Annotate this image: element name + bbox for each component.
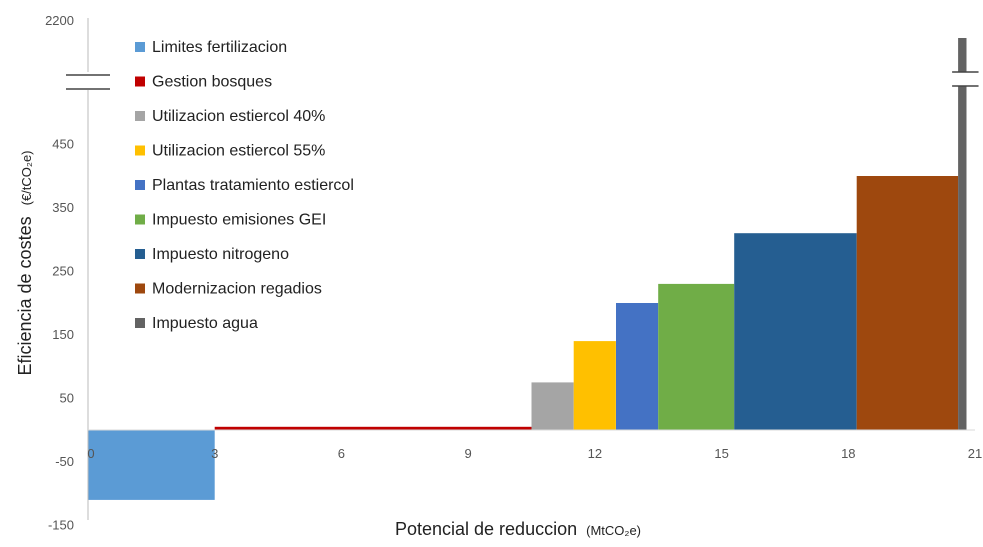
legend-swatch-2	[135, 111, 145, 121]
bar-6	[734, 233, 857, 430]
bar-8	[958, 38, 967, 430]
y-tick-label-6: 450	[52, 136, 74, 151]
legend-swatch-8	[135, 318, 145, 328]
x-axis-label: Potencial de reduccion	[395, 519, 577, 539]
legend-label-1: Gestion bosques	[152, 74, 272, 91]
y-tick-label-2: 50	[60, 390, 74, 405]
bar-1	[214, 426, 532, 430]
y-tick-label-5: 350	[52, 200, 74, 215]
bar-5	[658, 283, 735, 430]
legend-swatch-1	[135, 76, 145, 87]
x-ticks-group: 0 3 6 9 12 15 18 21	[87, 446, 982, 461]
x-axis-unit: (MtCO₂e)	[586, 523, 641, 538]
legend-swatch-3	[135, 145, 145, 156]
bar-2	[531, 382, 574, 430]
bar-0	[88, 430, 215, 500]
legend-swatch-0	[135, 42, 145, 52]
y-tick-label-7: 2200	[45, 13, 74, 28]
x-tick-label-0: 0	[87, 446, 94, 461]
x-tick-label-5: 15	[714, 446, 728, 461]
y-tick-label-3: 150	[52, 327, 74, 342]
x-tick-label-6: 18	[841, 446, 855, 461]
legend-label-2: Utilizacion estiercol 40%	[152, 108, 325, 125]
bar-4	[616, 303, 659, 430]
legend-swatch-7	[135, 283, 145, 294]
bar-3	[573, 341, 616, 430]
legend-label-5: Impuesto emisiones GEI	[152, 212, 326, 229]
legend-label-4: Plantas tratamiento estiercol	[152, 177, 354, 194]
bar-axis-break-gap	[956, 72, 975, 86]
y-axis-unit: (€/tCO₂e)	[19, 151, 34, 206]
y-tick-label-4: 250	[52, 263, 74, 278]
y-axis-title: Eficiencia de costes (€/tCO₂e)	[15, 151, 35, 376]
x-tick-label-3: 9	[464, 446, 471, 461]
legend-label-0: Limites fertilizacion	[152, 39, 287, 56]
y-tick-label-1: -50	[55, 454, 74, 469]
y-tick-label-0: -150	[48, 517, 74, 532]
legend-label-6: Impuesto nitrogeno	[152, 246, 289, 263]
legend-label-8: Impuesto agua	[152, 315, 258, 332]
legend-swatch-4	[135, 180, 145, 190]
bar-7	[856, 176, 959, 430]
y-axis-label: Eficiencia de costes	[15, 216, 35, 375]
y-ticks-group: -150 -50 50 150 250 350 450 2200	[45, 13, 74, 532]
legend-swatch-6	[135, 249, 145, 259]
x-tick-label-2: 6	[338, 446, 345, 461]
x-axis-title: Potencial de reduccion (MtCO₂e)	[395, 519, 641, 539]
legend-label-3: Utilizacion estiercol 55%	[152, 143, 325, 160]
x-tick-label-1: 3	[211, 446, 218, 461]
legend: Limites fertilizacion Gestion bosques Util…	[135, 39, 354, 332]
axes-group	[66, 18, 975, 520]
legend-swatch-5	[135, 214, 145, 225]
bars-group	[88, 38, 979, 500]
x-tick-label-7: 21	[968, 446, 982, 461]
legend-label-7: Modernizacion regadios	[152, 281, 322, 298]
x-tick-label-4: 12	[588, 446, 602, 461]
